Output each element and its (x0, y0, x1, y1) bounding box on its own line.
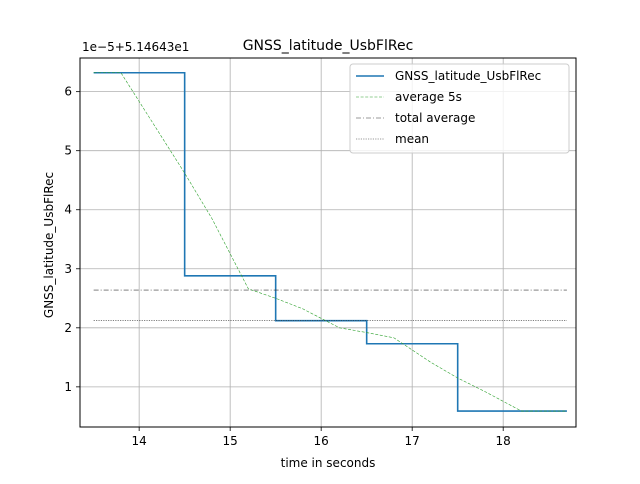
series-line-1 (93, 72, 567, 412)
x-axis-label: time in seconds (281, 456, 376, 470)
x-tick-label: 16 (314, 434, 329, 448)
legend-label-2: total average (395, 111, 475, 125)
y-tick-label: 4 (64, 203, 72, 217)
axes-frame (79, 57, 577, 428)
axis-ticks: 14 15 16 17 18 1 2 3 4 5 6 (64, 85, 510, 448)
x-tick-label: 18 (496, 434, 511, 448)
legend-label-3: mean (395, 132, 429, 146)
chart-title: GNSS_latitude_UsbFlRec (243, 38, 414, 54)
y-tick-label: 2 (64, 321, 72, 335)
x-tick-label: 14 (132, 434, 147, 448)
y-axis-offset-label: 1e−5+5.14643e1 (82, 40, 189, 54)
y-tick-label: 1 (64, 380, 72, 394)
y-axis-label: GNSS_latitude_UsbFlRec (42, 172, 56, 318)
legend-label-0: GNSS_latitude_UsbFlRec (395, 69, 541, 83)
y-tick-label: 3 (64, 262, 72, 276)
y-tick-label: 6 (64, 85, 72, 99)
legend-box (349, 63, 570, 154)
x-tick-label: 15 (223, 434, 238, 448)
plot-series (93, 71, 567, 412)
legend-label-1: average 5s (395, 90, 462, 104)
x-tick-label: 17 (405, 434, 420, 448)
series-line-0 (93, 71, 567, 412)
y-tick-label: 5 (64, 144, 72, 158)
